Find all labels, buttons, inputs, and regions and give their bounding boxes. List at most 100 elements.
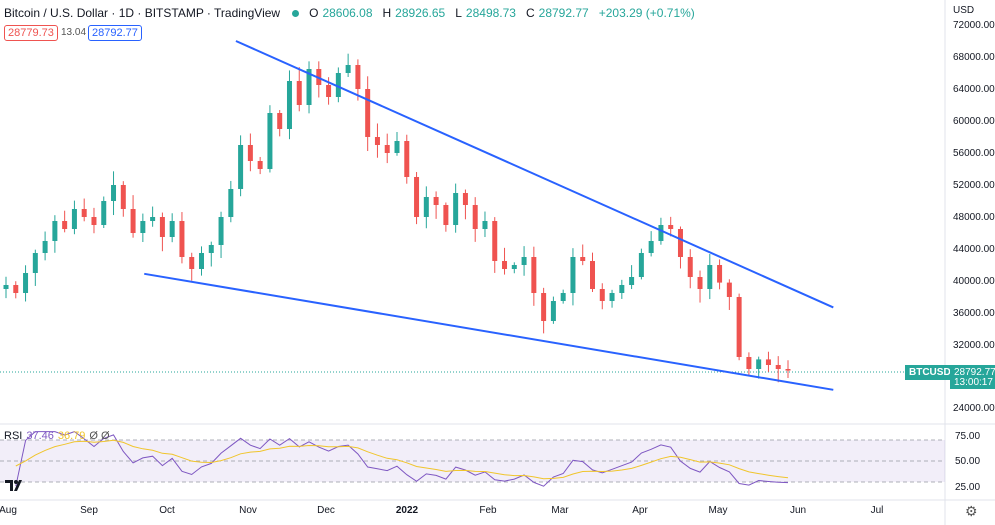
rsi-ma-line bbox=[15, 439, 789, 480]
bid-price-button[interactable]: 28779.73 bbox=[4, 25, 58, 41]
x-tick: Feb bbox=[479, 505, 497, 516]
rsi-value: 37.46 bbox=[26, 430, 54, 442]
rsi-legend[interactable]: RSI 37.46 36.79 Ø Ø bbox=[4, 430, 110, 442]
y-tick: 60000.00 bbox=[953, 116, 995, 127]
candle-body bbox=[599, 289, 605, 301]
candle-body bbox=[306, 69, 312, 105]
spread-value: 13.04 bbox=[61, 27, 87, 38]
rsi-tick: 25.00 bbox=[955, 482, 981, 493]
candle-body bbox=[326, 85, 332, 97]
candle-body bbox=[42, 241, 48, 253]
close-label: C bbox=[525, 6, 535, 20]
candle-body bbox=[218, 217, 224, 245]
high-value: 28926.65 bbox=[395, 6, 446, 20]
candle-body bbox=[531, 257, 537, 293]
candle-body bbox=[150, 217, 156, 221]
high-label: H bbox=[382, 6, 392, 20]
candle-body bbox=[472, 205, 478, 229]
candle-body bbox=[120, 185, 126, 209]
candle-body bbox=[81, 209, 87, 217]
y-tick: 44000.00 bbox=[953, 244, 995, 255]
candle-body bbox=[414, 177, 420, 217]
candle-body bbox=[541, 293, 547, 321]
candle-body bbox=[775, 365, 781, 369]
candle-body bbox=[453, 193, 459, 225]
candle-body bbox=[629, 277, 635, 285]
candle-body bbox=[404, 141, 410, 177]
candles-group bbox=[3, 53, 791, 383]
price-tag-symbol: BTCUSD bbox=[905, 365, 955, 380]
candle-body bbox=[189, 257, 195, 269]
candle-body bbox=[619, 285, 625, 293]
candle-body bbox=[257, 161, 263, 169]
candle-body bbox=[658, 225, 664, 241]
change-value: +203.29 (+0.71%) bbox=[598, 6, 695, 20]
rsi-line bbox=[15, 431, 789, 487]
candle-body bbox=[365, 89, 371, 137]
candle-body bbox=[765, 359, 771, 365]
candle-body bbox=[267, 113, 273, 169]
symbol-legend: Bitcoin / U.S. Dollar · 1D · BITSTAMP · … bbox=[4, 6, 701, 20]
candle-body bbox=[384, 145, 390, 153]
gear-icon[interactable]: ⚙ bbox=[965, 503, 978, 519]
candle-body bbox=[247, 145, 253, 161]
trendline[interactable] bbox=[144, 272, 834, 391]
y-tick: 52000.00 bbox=[953, 180, 995, 191]
x-tick: 2022 bbox=[395, 505, 419, 516]
candle-body bbox=[521, 257, 527, 265]
candle-body bbox=[502, 261, 508, 269]
candle-body bbox=[374, 137, 380, 145]
candle-body bbox=[590, 261, 595, 289]
x-tick: Mar bbox=[551, 505, 569, 516]
tradingview-logo-icon[interactable] bbox=[4, 477, 26, 493]
x-tick: Dec bbox=[317, 505, 335, 516]
rsi-tick: 50.00 bbox=[955, 456, 981, 467]
candle-body bbox=[462, 193, 468, 205]
candle-body bbox=[609, 293, 615, 301]
market-status-icon bbox=[292, 9, 300, 17]
ask-price-button[interactable]: 28792.77 bbox=[88, 25, 142, 41]
candle-body bbox=[423, 197, 429, 217]
candle-body bbox=[130, 209, 136, 233]
candle-body bbox=[101, 201, 107, 225]
candle-body bbox=[52, 221, 58, 241]
candle-body bbox=[677, 229, 683, 257]
candle-body bbox=[648, 241, 654, 253]
candle-body bbox=[62, 221, 68, 229]
x-tick: Sep bbox=[80, 505, 98, 516]
candle-body bbox=[638, 253, 644, 277]
candle-body bbox=[736, 297, 742, 357]
close-value: 28792.77 bbox=[538, 6, 589, 20]
y-tick: 36000.00 bbox=[953, 308, 995, 319]
x-tick: Apr bbox=[632, 505, 648, 516]
candle-body bbox=[726, 282, 732, 297]
x-tick: Nov bbox=[239, 505, 257, 516]
candle-body bbox=[668, 225, 674, 229]
candle-body bbox=[433, 197, 439, 205]
candle-body bbox=[756, 359, 762, 369]
low-value: 28498.73 bbox=[465, 6, 516, 20]
trendline[interactable] bbox=[235, 40, 834, 309]
candle-body bbox=[228, 189, 234, 217]
candle-body bbox=[32, 253, 38, 273]
open-label: O bbox=[309, 6, 319, 20]
currency-label[interactable]: USD bbox=[953, 5, 975, 16]
candle-body bbox=[707, 265, 713, 289]
candle-body bbox=[570, 257, 576, 293]
y-tick: 40000.00 bbox=[953, 276, 995, 287]
rsi-ma-value: 36.79 bbox=[57, 430, 86, 442]
candle-body bbox=[345, 65, 351, 73]
rsi-name: RSI bbox=[4, 430, 23, 442]
candle-body bbox=[238, 145, 244, 189]
x-tick: Jul bbox=[870, 505, 884, 516]
candle-body bbox=[3, 285, 9, 289]
y-tick: 56000.00 bbox=[953, 148, 995, 159]
y-tick: 48000.00 bbox=[953, 212, 995, 223]
candle-body bbox=[13, 285, 19, 293]
candle-body bbox=[687, 257, 693, 277]
candle-body bbox=[580, 257, 586, 261]
candle-body bbox=[550, 301, 556, 321]
trendlines-group[interactable] bbox=[144, 40, 834, 391]
candle-body bbox=[335, 73, 341, 97]
